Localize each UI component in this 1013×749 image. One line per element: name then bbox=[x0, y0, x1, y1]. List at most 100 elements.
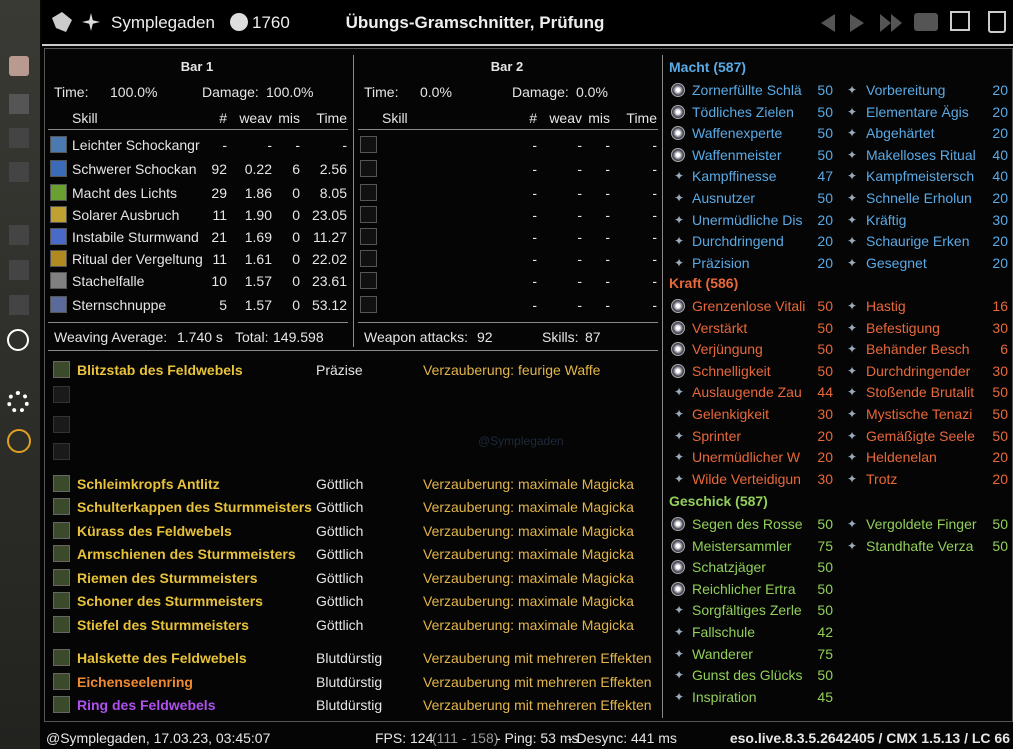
star-icon: ✦ bbox=[846, 191, 858, 205]
star-icon: ✦ bbox=[673, 471, 685, 486]
stat-cell: 1.57 bbox=[244, 273, 272, 289]
cp-section-title: Kraft (586) bbox=[669, 275, 739, 291]
gear-icon bbox=[53, 649, 70, 666]
damage-value: 0.0% bbox=[576, 84, 608, 100]
stat-cell: - bbox=[532, 161, 537, 177]
footer-ping: - Ping: 53 ms bbox=[496, 730, 579, 746]
stat-cell: - bbox=[577, 273, 582, 289]
skill-name: Schwerer Schockan bbox=[72, 161, 197, 177]
cp-star-name: Vorbereitung bbox=[866, 82, 946, 98]
gear-name: Eichenseelenring bbox=[77, 674, 193, 690]
gear-name: Halskette des Feldwebels bbox=[77, 650, 247, 666]
cp-star-value: 20 bbox=[817, 211, 833, 228]
stat-cell: - bbox=[532, 297, 537, 313]
star-icon: ✦ bbox=[846, 450, 858, 465]
cp-star-value: 20 bbox=[992, 103, 1008, 120]
column-header: weav bbox=[549, 110, 582, 126]
cp-star-value: 50 bbox=[992, 516, 1008, 532]
cp-star-value: 6 bbox=[1000, 341, 1008, 358]
cp-star-value: 30 bbox=[992, 211, 1008, 228]
stat-cell: 2.56 bbox=[319, 161, 347, 177]
slotted-star-icon bbox=[671, 517, 685, 531]
cp-star-value: 50 bbox=[817, 341, 833, 358]
star-icon: ✦ bbox=[846, 428, 858, 443]
cp-star-name: Reichlicher Ertra bbox=[692, 580, 796, 597]
stat-cell: - bbox=[532, 229, 537, 245]
cp-star-name: Schnelligkeit bbox=[692, 362, 771, 379]
sidebar-icon[interactable] bbox=[9, 162, 29, 182]
cp-star-name: Befestigung bbox=[866, 319, 940, 336]
gear-enchant: Verzauberung mit mehreren Effekten bbox=[423, 674, 652, 690]
cp-star-value: 20 bbox=[992, 254, 1008, 271]
cp-star-value: 50 bbox=[817, 516, 833, 532]
stat-cell: 0 bbox=[292, 273, 300, 289]
slotted-star-icon bbox=[671, 104, 685, 119]
skill-icon bbox=[360, 228, 377, 245]
stat-cell: - bbox=[532, 185, 537, 201]
stat-cell: - bbox=[605, 207, 610, 223]
sidebar-icon[interactable] bbox=[9, 295, 29, 315]
gear-name: Schulterkappen des Sturmmeisters bbox=[77, 499, 312, 515]
sidebar-icon[interactable] bbox=[9, 260, 29, 280]
stat-cell: - bbox=[605, 297, 610, 313]
cp-star-value: 75 bbox=[817, 645, 833, 662]
stat-cell: 1.61 bbox=[244, 251, 272, 267]
stat-cell: - bbox=[532, 207, 537, 223]
stat-cell: - bbox=[577, 137, 582, 153]
stat-cell: 5 bbox=[219, 297, 227, 313]
gear-trait: Blutdürstig bbox=[316, 697, 383, 713]
skill-icon bbox=[360, 160, 377, 177]
stat-cell: 11.27 bbox=[313, 229, 347, 245]
stat-cell: - bbox=[342, 137, 347, 153]
bar-footer: Total: bbox=[235, 329, 269, 345]
sidebar-icon[interactable] bbox=[9, 56, 29, 76]
gear-trait: Blutdürstig bbox=[316, 650, 383, 666]
gear-name: Stiefel des Sturmmeisters bbox=[77, 617, 249, 633]
cp-star-value: 50 bbox=[817, 190, 833, 206]
info-button[interactable] bbox=[7, 329, 29, 351]
cp-star-name: Präzision bbox=[692, 254, 750, 271]
star-icon: ✦ bbox=[846, 255, 858, 270]
gear-icon bbox=[53, 696, 70, 713]
empty-slot-icon bbox=[53, 443, 70, 460]
column-header: Skill bbox=[382, 110, 408, 126]
cp-star-name: Unermüdliche Dis bbox=[692, 211, 803, 228]
last-button[interactable] bbox=[880, 14, 902, 32]
star-icon: ✦ bbox=[673, 450, 685, 465]
sidebar-icon[interactable] bbox=[9, 225, 29, 245]
save-button[interactable] bbox=[950, 11, 970, 31]
stat-cell: 0 bbox=[292, 251, 300, 267]
cp-star-name: Fallschule bbox=[692, 624, 756, 640]
time-value: 0.0% bbox=[420, 84, 452, 100]
gear-enchant: Verzauberung: maximale Magicka bbox=[423, 593, 634, 609]
gear-enchant: Verzauberung mit mehreren Effekten bbox=[423, 650, 652, 666]
s-button[interactable] bbox=[7, 429, 31, 453]
time-value: 100.0% bbox=[110, 84, 158, 100]
next-button[interactable] bbox=[850, 14, 873, 32]
gear-name: Schleimkropfs Antlitz bbox=[77, 476, 220, 492]
star-icon bbox=[82, 13, 100, 31]
settings-button[interactable] bbox=[7, 391, 29, 413]
gear-icon bbox=[53, 592, 70, 609]
cp-star-name: Meistersammler bbox=[692, 537, 792, 554]
gear-name: Blitzstab des Feldwebels bbox=[77, 362, 243, 378]
prev-button[interactable] bbox=[812, 14, 835, 32]
sidebar-icon[interactable] bbox=[9, 128, 29, 148]
cp-star-name: Behänder Besch bbox=[866, 341, 970, 358]
time-label: Time: bbox=[54, 84, 89, 100]
footer-rule bbox=[358, 322, 658, 323]
star-icon: ✦ bbox=[673, 169, 685, 184]
watermark: @Symplegaden bbox=[478, 434, 564, 448]
slotted-star-icon bbox=[671, 320, 685, 335]
bar-footer: 92 bbox=[477, 329, 493, 345]
gear-trait: Göttlich bbox=[316, 523, 364, 539]
gear-trait: Blutdürstig bbox=[316, 674, 383, 690]
cp-star-name: Hastig bbox=[866, 298, 906, 314]
camera-button[interactable] bbox=[914, 13, 938, 31]
skill-icon bbox=[360, 250, 377, 267]
cp-star-value: 44 bbox=[817, 384, 833, 401]
cp-star-value: 50 bbox=[817, 667, 833, 684]
sidebar-icon[interactable] bbox=[9, 94, 29, 114]
delete-button[interactable] bbox=[988, 11, 1006, 33]
column-header: mis bbox=[278, 110, 300, 126]
